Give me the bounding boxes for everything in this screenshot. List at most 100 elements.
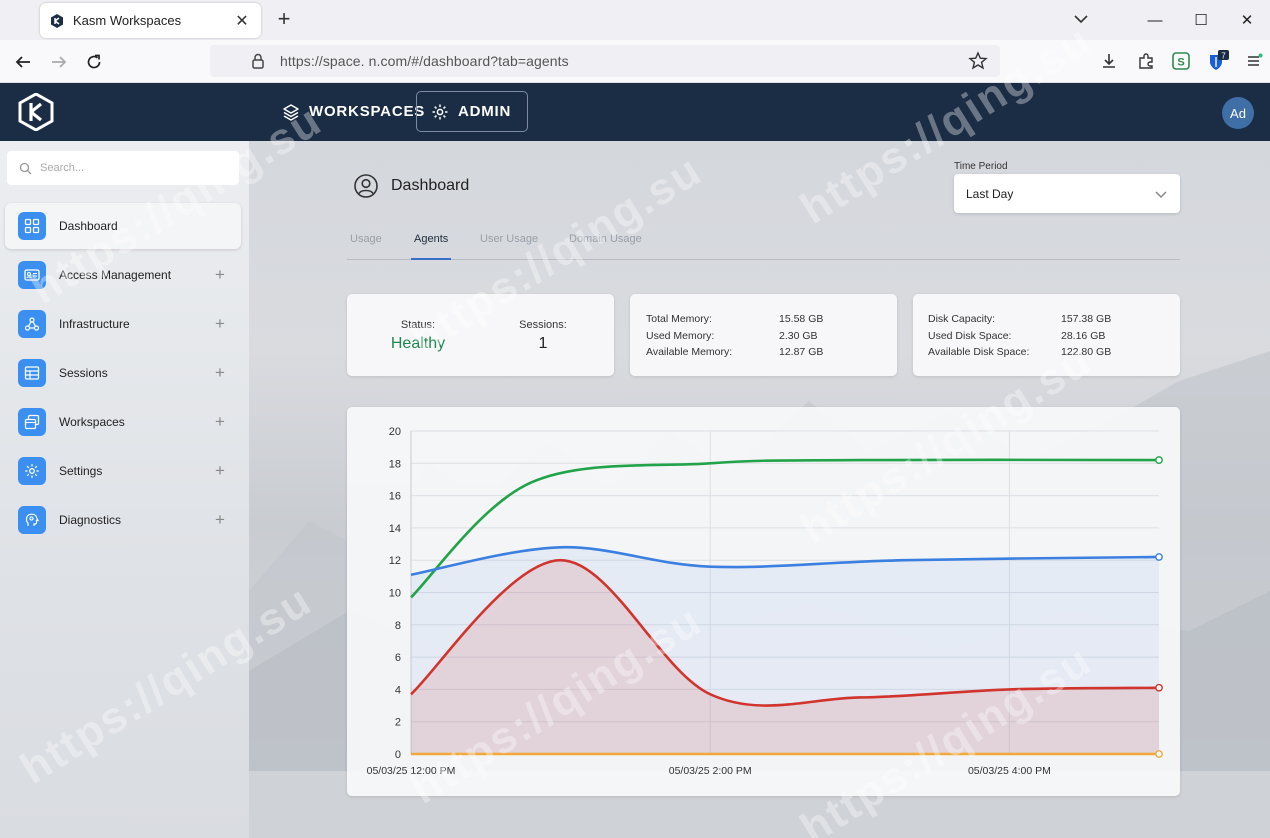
memory-card: Total Memory: 15.58 GB Used Memory: 2.30 G… [630, 294, 897, 376]
sidebar-item-workspaces[interactable]: Workspaces + [5, 399, 241, 445]
search-input[interactable]: Search... [7, 151, 239, 185]
used-disk-row: Used Disk Space: 28.16 GB [928, 329, 1106, 342]
expand-plus-icon[interactable]: + [215, 363, 225, 382]
time-period-value: Last Day [966, 186, 1014, 201]
x-tick-label: 05/03/25 2:00 PM [669, 765, 752, 777]
gear-icon [18, 457, 46, 485]
y-tick-label: 4 [395, 684, 401, 696]
time-period-select[interactable]: Last Day [954, 174, 1180, 213]
expand-plus-icon[interactable]: + [215, 461, 225, 480]
url-bar[interactable]: https://space. n.com/#/dashboard?tab=age… [210, 45, 1000, 77]
user-circle-icon [354, 174, 378, 198]
expand-plus-icon[interactable]: + [215, 314, 225, 333]
reload-icon[interactable] [81, 49, 107, 75]
tabs-dropdown-icon[interactable] [1072, 9, 1090, 29]
forward-icon[interactable] [46, 49, 72, 75]
sidebar-item-label: Infrastructure [59, 317, 130, 331]
page-title-text: Dashboard [391, 177, 470, 194]
sessions-stat: Sessions: 1 [510, 319, 576, 353]
sidebar-item-dashboard[interactable]: Dashboard [5, 203, 241, 249]
tab-agents[interactable]: Agents [414, 233, 449, 245]
disk-list: Disk Capacity: 157.38 GB Used Disk Space:… [928, 311, 1168, 361]
series-line [410, 558, 1160, 707]
browser-navbar: https://space. n.com/#/dashboard?tab=age… [0, 40, 1270, 83]
sessions-label: Sessions: [519, 319, 567, 331]
sidebar-item-sessions[interactable]: Sessions + [5, 350, 241, 396]
layers-icon [283, 103, 299, 121]
dashboard-tabs: Usage Agents User Usage Domain Usage [347, 221, 1180, 260]
app-header: WORKSPACES ADMIN Ad [0, 83, 1270, 141]
sidebar-item-access-management[interactable]: Access Management + [5, 252, 241, 298]
maximize-icon[interactable]: ☐ [1194, 12, 1208, 29]
page-title: Dashboard [353, 173, 469, 199]
series-end-point [1155, 683, 1163, 692]
series-end-point [1155, 456, 1163, 464]
total-memory-row: Total Memory: 15.58 GB [646, 313, 824, 325]
search-icon [19, 162, 32, 174]
series-end-point [1155, 750, 1163, 758]
sidebar-item-diagnostics[interactable]: Diagnostics + [5, 497, 241, 543]
tab-domain-usage[interactable]: Domain Usage [569, 233, 642, 245]
nav-admin[interactable]: ADMIN [416, 91, 528, 132]
main-content: Dashboard Time Period Last Day Usage Age… [249, 141, 1270, 838]
sidebar-item-settings[interactable]: Settings + [5, 448, 241, 494]
y-tick-label: 20 [389, 426, 401, 438]
sidebar-item-label: Sessions [59, 366, 108, 380]
y-tick-label: 12 [389, 555, 401, 567]
gear-icon [432, 104, 448, 119]
nav-workspaces-label: WORKSPACES [309, 103, 426, 120]
grid-icon [18, 212, 46, 240]
active-tab-indicator [411, 258, 451, 260]
avatar[interactable]: Ad [1222, 97, 1254, 129]
series-area [411, 560, 1159, 754]
expand-plus-icon[interactable]: + [215, 412, 225, 431]
close-window-icon[interactable]: ✕ [1240, 12, 1254, 29]
minimize-icon[interactable]: — [1147, 11, 1163, 29]
time-period-label: Time Period [954, 161, 1008, 172]
nav-workspaces[interactable]: WORKSPACES [268, 91, 439, 132]
expand-plus-icon[interactable]: + [215, 510, 225, 529]
x-tick-label: 05/03/25 12:00 PM [367, 765, 456, 777]
sidebar-item-label: Workspaces [59, 415, 125, 429]
chart-svg: 0 2 4 6 8 10 12 14 16 18 20 05/03/25 12:00 PM 05/03/… [367, 426, 1163, 777]
agent-usage-chart: 0 2 4 6 8 10 12 14 16 18 20 05/03/25 12:00 PM 05/03/… [347, 407, 1180, 796]
available-memory-row: Available Memory: 12.87 GB [646, 346, 824, 358]
sidebar-item-infrastructure[interactable]: Infrastructure + [5, 301, 241, 347]
tab-user-usage[interactable]: User Usage [480, 233, 539, 245]
disk-capacity-row: Disk Capacity: 157.38 GB [928, 313, 1112, 325]
y-tick-label: 14 [389, 523, 401, 535]
bitwarden-icon[interactable]: 7 [1207, 50, 1229, 72]
sidebar-item-label: Access Management [59, 268, 172, 282]
browser-tab[interactable]: Kasm Workspaces ✕ [40, 3, 261, 38]
status-card: Status: Healthy Sessions: 1 [347, 294, 614, 376]
y-tick-label: 0 [395, 749, 401, 761]
search-placeholder: Search... [40, 162, 85, 174]
y-tick-label: 8 [395, 620, 401, 632]
svg-text:S: S [1177, 57, 1184, 69]
status-stat: Status: Healthy [385, 319, 451, 353]
sessions-value: 1 [538, 335, 548, 352]
tab-close-icon[interactable]: ✕ [235, 12, 249, 30]
menu-icon[interactable] [1243, 50, 1265, 72]
tab-usage[interactable]: Usage [350, 233, 382, 245]
memory-list: Total Memory: 15.58 GB Used Memory: 2.30 G… [646, 311, 886, 361]
downloads-icon[interactable] [1098, 50, 1120, 72]
back-icon[interactable] [10, 49, 36, 75]
kasm-logo-icon[interactable] [18, 93, 54, 131]
s-extension-icon[interactable]: S [1170, 50, 1192, 72]
windows-icon [18, 408, 46, 436]
new-tab-icon[interactable]: + [277, 6, 291, 31]
y-tick-label: 2 [395, 717, 401, 729]
bookmark-star-icon[interactable] [968, 51, 988, 71]
status-label: Status: [400, 319, 436, 331]
extensions-icon[interactable] [1135, 50, 1157, 72]
y-tick-label: 18 [389, 458, 401, 470]
available-disk-row: Available Disk Space: 122.80 GB [928, 346, 1112, 358]
used-memory-row: Used Memory: 2.30 GB [646, 329, 818, 342]
series-area [411, 547, 1159, 754]
expand-plus-icon[interactable]: + [215, 265, 225, 284]
y-tick-label: 10 [389, 588, 401, 600]
network-icon [18, 310, 46, 338]
lock-icon [252, 53, 264, 69]
table-icon [18, 359, 46, 387]
